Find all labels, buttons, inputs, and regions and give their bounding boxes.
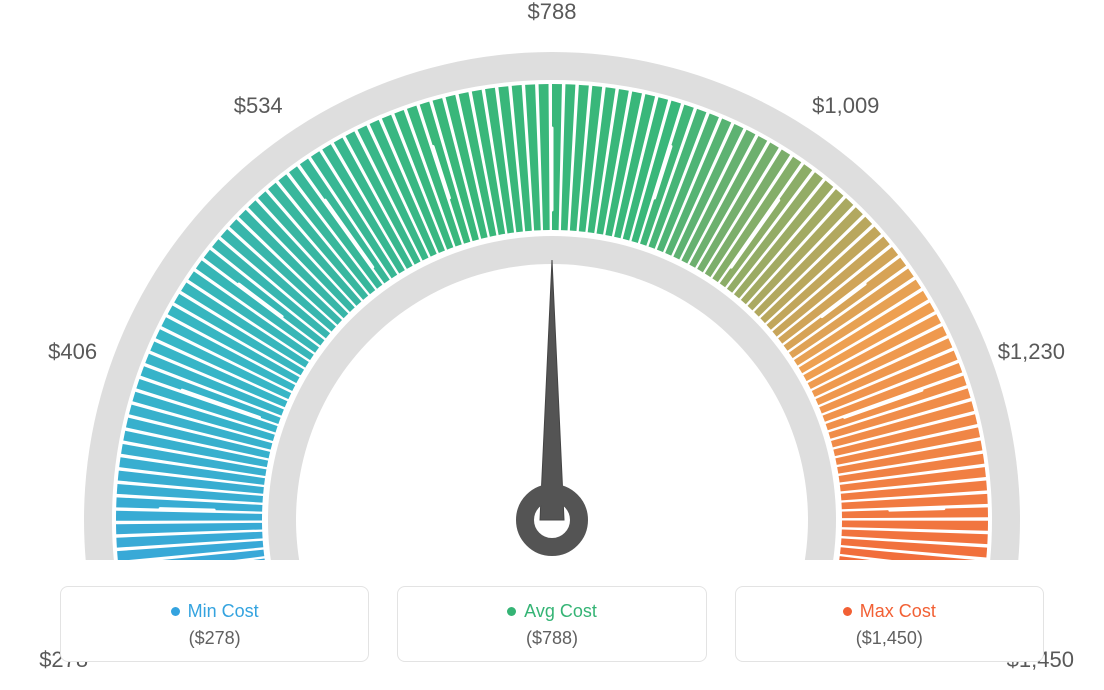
legend-card-avg-cost: Avg Cost ($788) [397,586,706,662]
legend-card-max-cost: Max Cost ($1,450) [735,586,1044,662]
legend-value: ($788) [406,628,697,649]
legend-dot-icon [507,607,516,616]
legend-row: Min Cost ($278) Avg Cost ($788) Max Cost ($1,… [30,586,1074,662]
legend-value: ($1,450) [744,628,1035,649]
gauge-chart: $278$406$534$788$1,009$1,230$1,450 [0,0,1104,560]
legend-title: Min Cost [69,601,360,622]
gauge-tick-label: $1,230 [998,339,1065,365]
legend-label: Avg Cost [524,601,597,622]
legend-label: Max Cost [860,601,936,622]
legend-title: Max Cost [744,601,1035,622]
gauge-needle [540,260,564,520]
gauge-tick-label: $1,009 [812,93,879,119]
legend-dot-icon [171,607,180,616]
gauge-svg [0,0,1104,560]
gauge-tick-label: $406 [48,339,97,365]
legend-dot-icon [843,607,852,616]
legend-card-min-cost: Min Cost ($278) [60,586,369,662]
gauge-tick-label: $534 [234,93,283,119]
legend-title: Avg Cost [406,601,697,622]
legend-label: Min Cost [188,601,259,622]
gauge-tick-label: $788 [528,0,577,25]
legend-value: ($278) [69,628,360,649]
